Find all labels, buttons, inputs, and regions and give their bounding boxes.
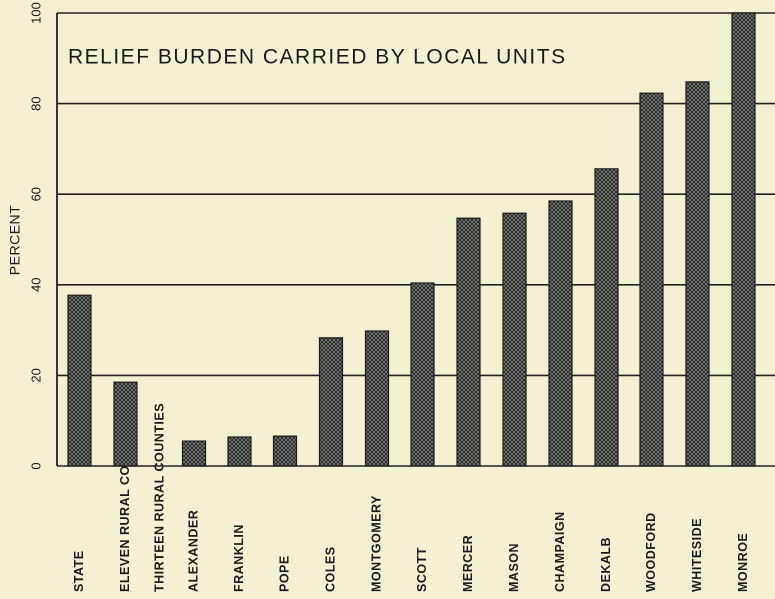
x-tick-label: WHITESIDE [690, 518, 704, 592]
bar [639, 92, 664, 467]
x-tick-label: WOODFORD [644, 512, 658, 592]
bar [272, 435, 298, 467]
x-tick-label: MERCER [461, 535, 475, 592]
y-tick-label: 40 [28, 278, 43, 292]
x-tick-label: STATE [72, 550, 86, 592]
y-axis-label: PERCENT [7, 205, 23, 275]
bar [548, 200, 573, 467]
bar [113, 381, 138, 467]
x-tick-label: SCOTT [415, 547, 429, 592]
bar [594, 168, 619, 467]
x-tick-label: DEKALB [599, 537, 613, 592]
bar [685, 81, 710, 467]
x-tick-label: THIRTEEN RURAL COUNTIES [152, 403, 166, 592]
x-tick-label: ALEXANDER [186, 510, 200, 592]
bar [318, 337, 344, 467]
x-tick-label: CHAMPAIGN [553, 511, 567, 592]
y-tick-label: 0 [28, 462, 43, 469]
x-tick-label: COLES [323, 546, 337, 592]
bar [181, 440, 207, 467]
bar [410, 282, 435, 467]
y-tick-label: 100 [28, 2, 43, 24]
x-tick-label: MONTGOMERY [369, 495, 383, 592]
x-tick-label: MASON [507, 543, 521, 592]
bar [67, 294, 92, 467]
bar [502, 212, 527, 467]
bar [731, 12, 756, 467]
y-tick-label: 80 [28, 96, 43, 110]
bar [456, 217, 481, 467]
bar [364, 330, 390, 467]
y-tick-label: 60 [28, 187, 43, 201]
chart-title: RELIEF BURDEN CARRIED BY LOCAL UNITS [68, 46, 567, 69]
x-tick-label: FRANKLIN [232, 524, 246, 592]
bar [227, 436, 252, 467]
x-tick-label: MONROE [736, 533, 750, 592]
x-tick-label: POPE [277, 555, 291, 592]
y-tick-label: 20 [28, 368, 43, 382]
